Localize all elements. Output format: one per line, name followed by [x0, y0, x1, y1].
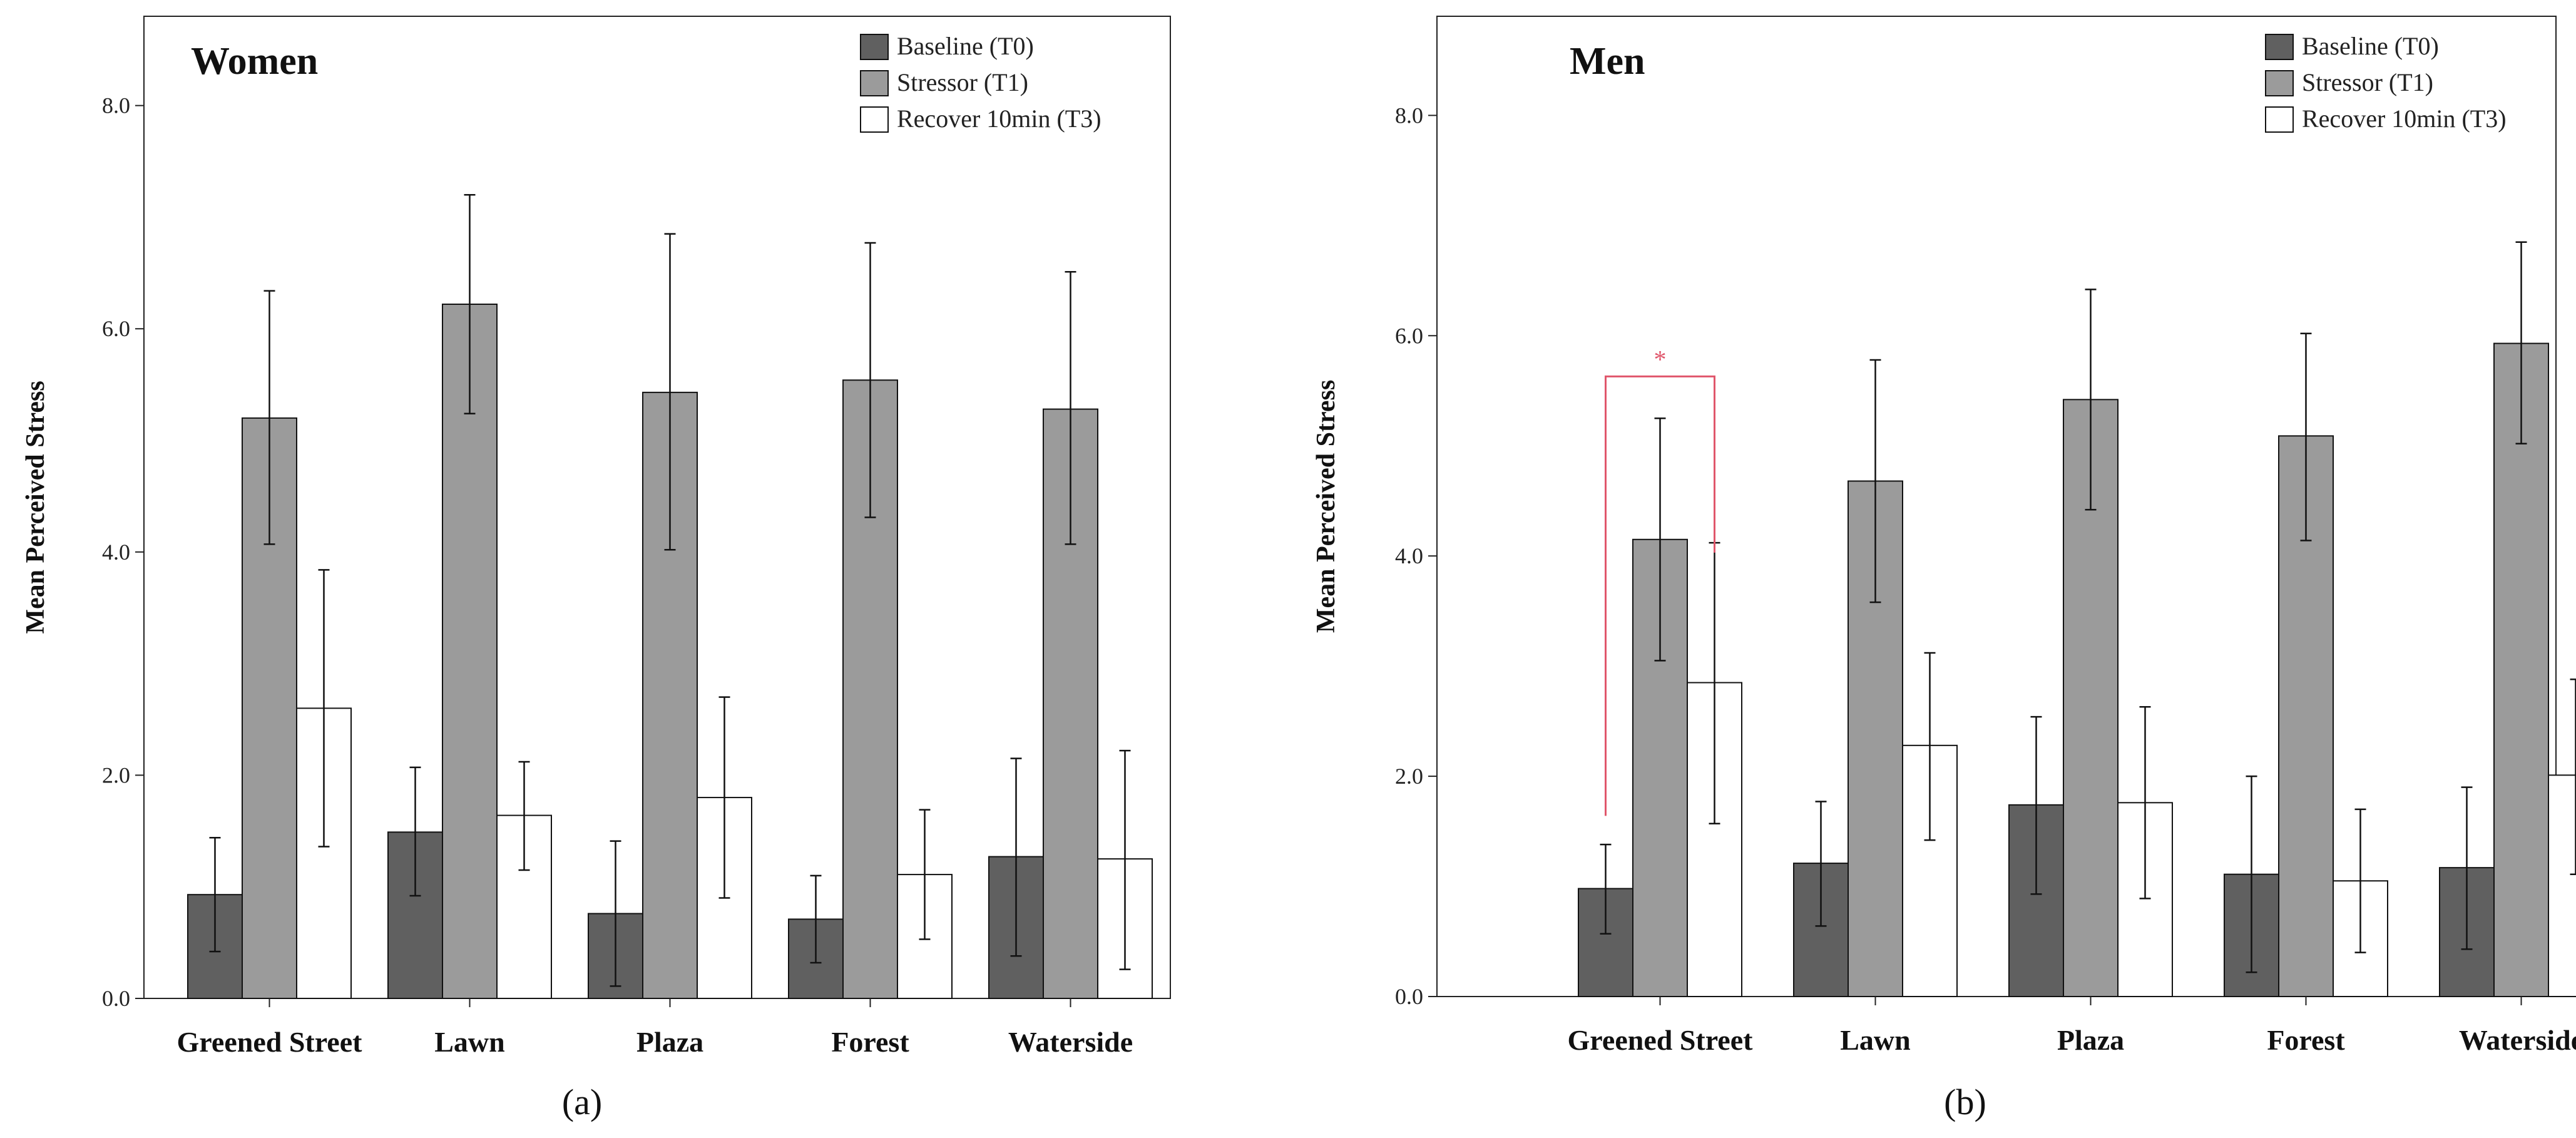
y-tick-label: 2.0: [1395, 764, 1423, 789]
panel-label: (b): [1944, 1082, 1986, 1122]
y-tick-label: 4.0: [102, 540, 130, 565]
bar-lawn-stressor-t1: [1848, 480, 1903, 997]
y-axis-label: Mean Perceived Stress: [21, 381, 50, 633]
plot-frame: [1436, 16, 2557, 997]
legend-swatch-stressor-t1: [2265, 70, 2294, 96]
bar-greened-street-recover-10min-t3: [296, 707, 352, 999]
x-tick-label: Greened Street: [1568, 1024, 1754, 1056]
y-tick-label: 8.0: [102, 93, 130, 118]
chart-women: 0.0 2.0 4.0 6.0 8.0 Mean Perceived Stress Wome…: [21, 16, 1171, 1058]
x-tick-label: Lawn: [434, 1026, 504, 1058]
y-tick-label: 0.0: [1395, 984, 1423, 1009]
x-tick-label: Waterside: [2459, 1024, 2576, 1056]
x-tick-label: Forest: [2267, 1024, 2345, 1056]
chart-title: Men: [1570, 40, 1645, 83]
legend-swatch-recover-10min-t3: [860, 106, 889, 133]
bar-waterside-stressor-t1: [2493, 342, 2549, 997]
y-tick-label: 0.0: [102, 986, 130, 1011]
x-tick-label: Waterside: [1008, 1026, 1133, 1058]
legend-label-stressor-t1: Stressor (T1): [2302, 68, 2433, 96]
chart-men: 0.0 2.0 4.0 6.0 8.0 Mean Perceived Stress Men G…: [1312, 16, 2576, 1056]
chart-title: Women: [191, 40, 318, 83]
significance-bracket: [1605, 375, 1715, 816]
y-axis-label: Mean Perceived Stress: [1312, 380, 1341, 633]
x-tick-label: Lawn: [1840, 1024, 1910, 1056]
panel-label: (a): [562, 1082, 602, 1122]
bar-waterside-recover-10min-t3: [2548, 774, 2576, 997]
legend-label-recover-10min-t3: Recover 10min (T3): [897, 105, 1101, 133]
y-tick-label: 4.0: [1395, 543, 1423, 568]
legend-swatch-baseline-t0: [2265, 34, 2294, 60]
legend-label-recover-10min-t3: Recover 10min (T3): [2302, 105, 2507, 133]
legend-swatch-stressor-t1: [860, 70, 889, 96]
legend-label-stressor-t1: Stressor (T1): [897, 68, 1028, 96]
x-tick-label: Forest: [831, 1026, 909, 1058]
significance-marker: *: [1654, 345, 1667, 373]
y-tick-label: 8.0: [1395, 103, 1423, 128]
y-tick-label: 6.0: [1395, 323, 1423, 348]
legend-swatch-recover-10min-t3: [2265, 106, 2294, 133]
legend-label-baseline-t0: Baseline (T0): [897, 32, 1034, 60]
legend-label-baseline-t0: Baseline (T0): [2302, 32, 2439, 60]
x-tick-label: Greened Street: [177, 1026, 363, 1058]
legend-swatch-baseline-t0: [860, 34, 889, 60]
x-tick-label: Plaza: [2057, 1024, 2124, 1056]
y-tick-label: 2.0: [102, 762, 130, 787]
x-tick-label: Plaza: [636, 1026, 703, 1058]
y-tick-label: 6.0: [102, 316, 130, 341]
